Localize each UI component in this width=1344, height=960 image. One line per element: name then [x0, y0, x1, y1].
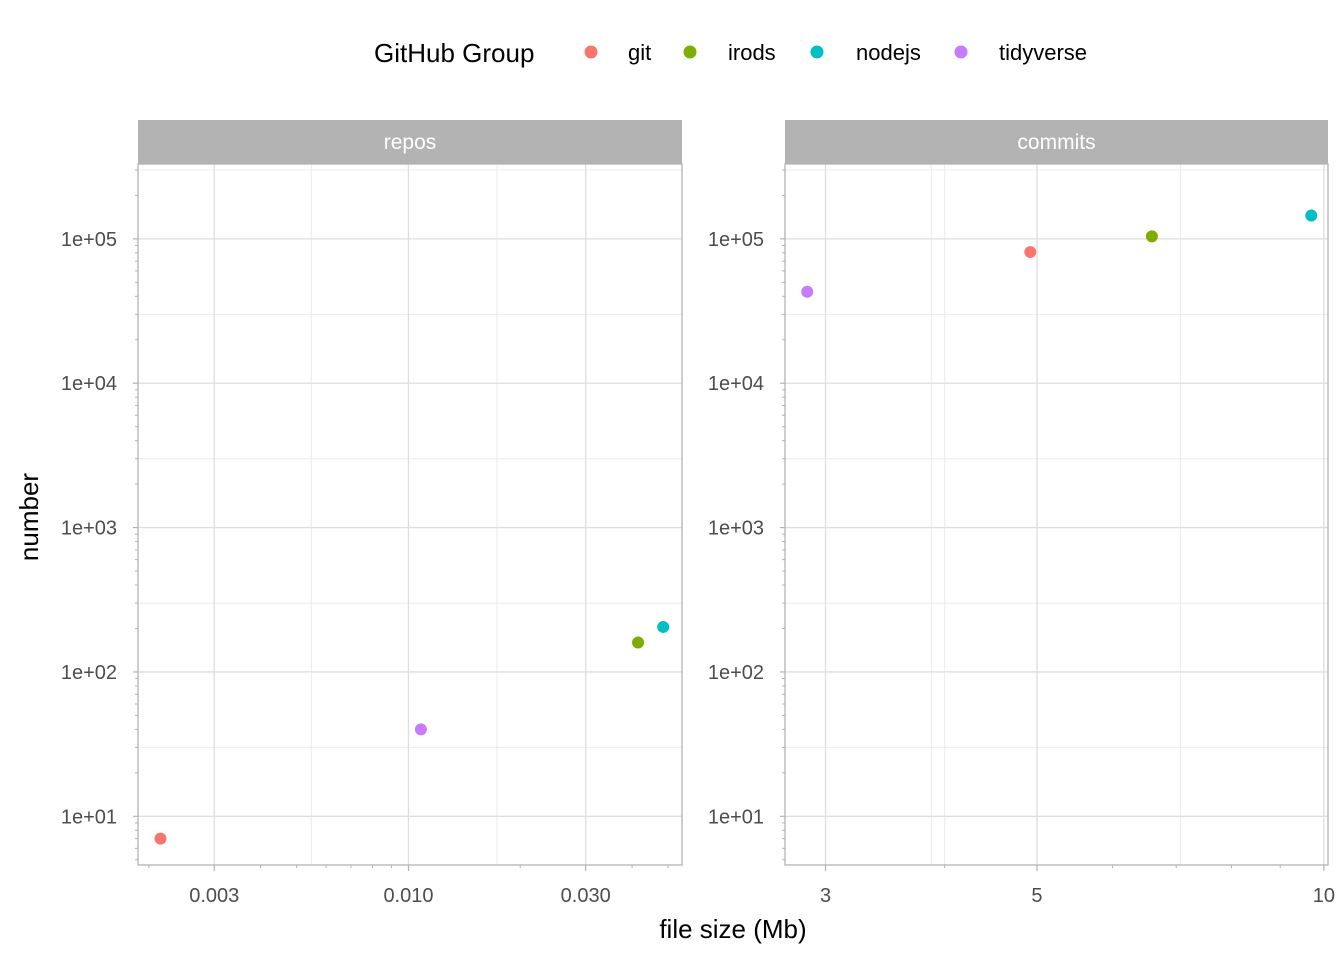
point-repos-tidyverse — [414, 723, 427, 736]
legend-label-irods: irods — [728, 40, 776, 65]
y-tick-label: 1e+03 — [61, 518, 117, 540]
y-tick-label: 1e+02 — [61, 662, 117, 684]
y-tick-label: 1e+03 — [708, 518, 764, 540]
panel-border — [137, 163, 683, 866]
x-tick-label: 3 — [820, 885, 831, 907]
point-repos-irods — [632, 636, 645, 649]
point-commits-git — [1024, 246, 1037, 259]
y-tick-label: 1e+05 — [708, 229, 764, 251]
x-tick-label: 0.010 — [383, 885, 433, 907]
panels: repos 1e+01 1e+02 1e+03 1e+04 1e+05 0.003 0.010… — [61, 120, 1335, 907]
x-tick-label: 0.003 — [189, 885, 239, 907]
panel-commits: commits 1e+01 1e+02 1e+03 1e+04 1e+05 3 5 10 — [708, 120, 1335, 907]
legend-key-git — [584, 45, 598, 59]
point-commits-nodejs — [1305, 209, 1318, 222]
strip-commits — [785, 120, 1328, 164]
strip-label-commits: commits — [1017, 131, 1095, 154]
x-tick-label: 5 — [1031, 885, 1042, 907]
strip-label-repos: repos — [384, 131, 437, 154]
y-tick-label: 1e+04 — [61, 373, 117, 395]
y-tick-label: 1e+05 — [61, 229, 117, 251]
legend: GitHub Group git irods nodejs tidyverse — [374, 38, 1087, 68]
panel-border — [784, 163, 1329, 866]
point-commits-irods — [1145, 230, 1158, 243]
legend-label-git: git — [628, 40, 651, 65]
y-tick-label: 1e+01 — [61, 806, 117, 828]
strip-repos — [138, 120, 682, 164]
legend-key-tidyverse — [954, 45, 968, 59]
y-tick-label: 1e+02 — [708, 662, 764, 684]
point-commits-tidyverse — [801, 285, 814, 298]
y-tick-label: 1e+01 — [708, 806, 764, 828]
x-tick-label: 0.030 — [561, 885, 611, 907]
legend-title: GitHub Group — [374, 38, 534, 68]
legend-key-irods — [683, 45, 697, 59]
y-tick-label: 1e+04 — [708, 373, 764, 395]
legend-label-nodejs: nodejs — [856, 40, 921, 65]
point-repos-git — [154, 832, 167, 845]
point-repos-nodejs — [657, 620, 670, 633]
legend-key-nodejs — [810, 45, 824, 59]
x-tick-label: 10 — [1313, 885, 1335, 907]
y-axis-title: number — [14, 473, 44, 561]
panel-repos: repos 1e+01 1e+02 1e+03 1e+04 1e+05 0.003 0.010… — [61, 120, 683, 907]
x-axis-title: file size (Mb) — [659, 914, 806, 944]
legend-label-tidyverse: tidyverse — [999, 40, 1087, 65]
